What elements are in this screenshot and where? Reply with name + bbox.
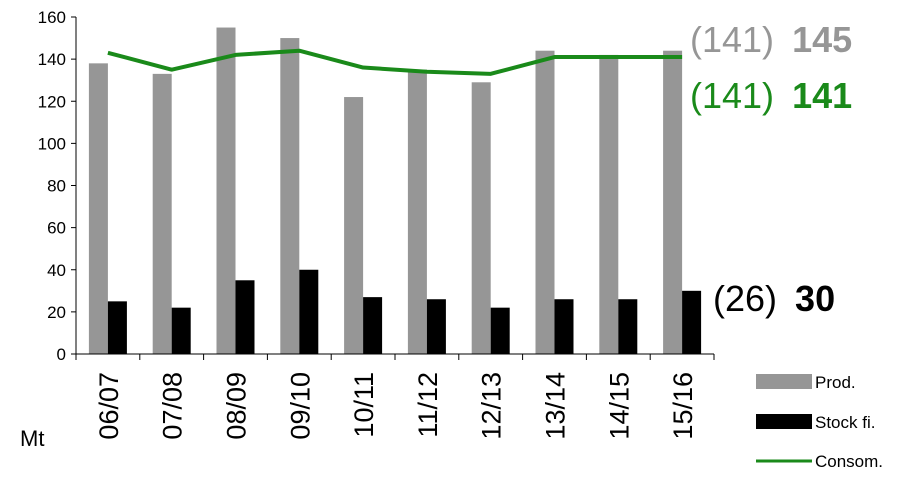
x-tick-label-0: 06/07 <box>94 372 124 440</box>
annotation-consom: (141) 141 <box>690 75 852 116</box>
bars-layer <box>88 27 702 355</box>
y-tick-label-2: 40 <box>47 261 66 280</box>
bar-prod-4 <box>344 97 364 354</box>
y-tick-label-1: 20 <box>47 303 66 322</box>
y-unit-label: Mt <box>20 426 44 451</box>
y-tick-label-6: 120 <box>38 92 66 111</box>
legend-swatch-prod <box>756 374 812 389</box>
annotation-prod-current: 145 <box>792 19 852 60</box>
y-tick-label-7: 140 <box>38 50 66 69</box>
bar-stock-4 <box>363 297 383 354</box>
annotation-prod-prev: (141) <box>690 19 774 60</box>
x-tick-label-9: 15/16 <box>668 372 698 440</box>
bar-stock-0 <box>107 301 127 354</box>
annotation-consom-current: 141 <box>792 75 852 116</box>
bar-stock-7 <box>554 299 574 354</box>
x-tick-label-6: 12/13 <box>477 372 507 440</box>
annotation-stock-prev: (26) <box>713 278 777 319</box>
legend-label-prod: Prod. <box>815 373 856 392</box>
y-tick-label-4: 80 <box>47 177 66 196</box>
x-tick-label-8: 14/15 <box>604 372 634 440</box>
bar-stock-2 <box>235 280 255 354</box>
bar-prod-9 <box>663 50 683 354</box>
annotation-stock: (26) 30 <box>713 278 835 319</box>
y-tick-label-3: 60 <box>47 219 66 238</box>
y-tick-label-8: 160 <box>38 8 66 27</box>
annotation-prod: (141) 145 <box>690 19 852 60</box>
line-layer <box>107 48 683 76</box>
annotation-stock-current: 30 <box>795 278 835 319</box>
bar-stock-3 <box>299 269 319 354</box>
bar-stock-1 <box>171 307 191 354</box>
legend-label-consom: Consom. <box>815 452 883 471</box>
legend-label-stock: Stock fi. <box>815 413 875 432</box>
bar-prod-2 <box>216 27 236 354</box>
y-tick-label-0: 0 <box>57 345 66 364</box>
bar-prod-1 <box>152 73 172 355</box>
legend-swatch-stock <box>756 414 812 429</box>
x-tick-label-1: 07/08 <box>158 372 188 440</box>
axes-layer: 0 20 40 60 80 100 120 140 160 <box>38 8 715 364</box>
bar-stock-6 <box>490 307 510 354</box>
bar-stock-5 <box>426 299 446 354</box>
x-tick-label-5: 11/12 <box>413 372 443 438</box>
x-tick-label-4: 10/11 <box>349 372 379 438</box>
legend: Prod. Stock fi. Consom. <box>756 373 883 471</box>
labels-layer: 06/07 07/08 08/09 09/10 10/11 11/12 12/13 13/14… <box>94 372 698 440</box>
x-tick-label-3: 09/10 <box>285 372 315 440</box>
y-tick-label-5: 100 <box>38 134 66 153</box>
bar-prod-8 <box>599 54 619 354</box>
bar-prod-3 <box>280 38 300 354</box>
bar-prod-0 <box>88 63 108 355</box>
x-tick-label-7: 13/14 <box>541 372 571 440</box>
bar-prod-5 <box>407 69 427 354</box>
bar-prod-6 <box>471 82 491 354</box>
x-tick-label-2: 08/09 <box>222 372 252 440</box>
annotation-consom-prev: (141) <box>690 75 774 116</box>
bar-prod-7 <box>535 50 555 354</box>
bar-stock-9 <box>682 290 702 354</box>
bar-stock-8 <box>618 299 638 354</box>
line-consom <box>107 48 683 76</box>
